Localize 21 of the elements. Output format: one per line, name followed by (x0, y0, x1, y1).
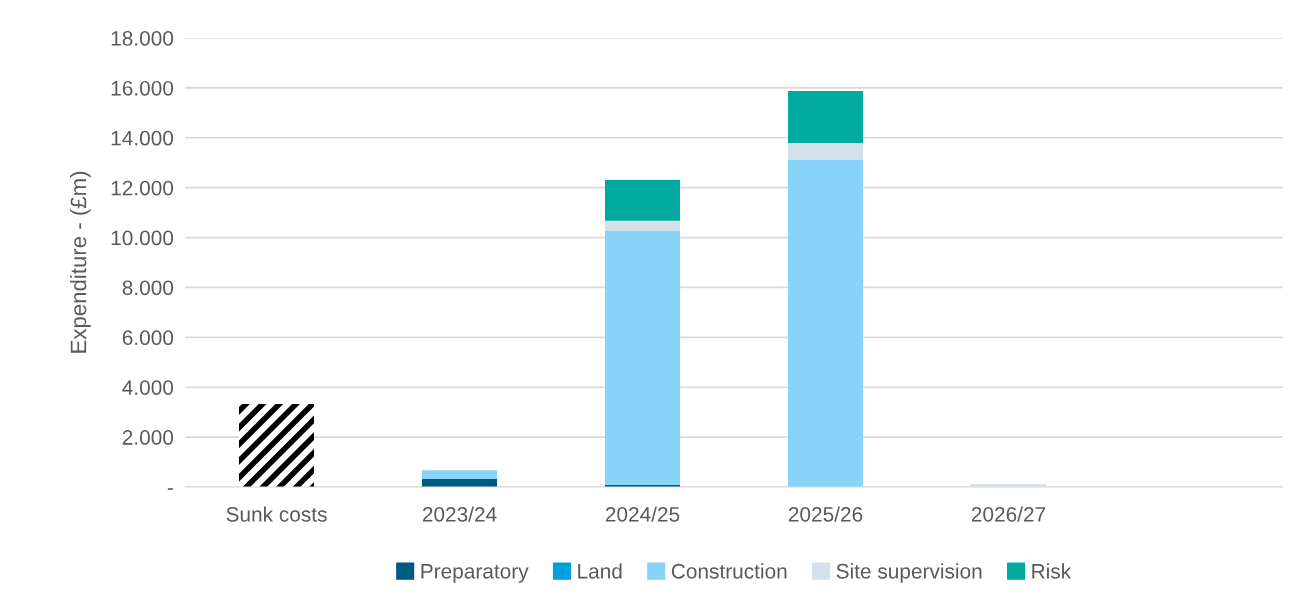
y-axis-title: Expenditure - (£m) (70, 171, 91, 353)
y-tick-label: 14.000 (111, 130, 174, 146)
legend-label: Land (578, 563, 622, 579)
y-tick-label: 4.000 (122, 380, 174, 395)
x-tick-label: Sunk costs (226, 506, 327, 522)
legend-label: Preparatory (421, 564, 529, 583)
y-tick-label: 6.000 (122, 330, 174, 346)
y-tick-label: 18.000 (111, 31, 174, 46)
legend-label: Construction (671, 563, 787, 579)
legend-label: Risk (1032, 563, 1072, 579)
x-tick-label: 2023/24 (422, 506, 497, 522)
y-tick-label: - (167, 488, 173, 490)
y-tick-label: 16.000 (111, 80, 174, 96)
y-tick-label: 12.000 (111, 180, 174, 196)
y-tick-label: 2.000 (122, 430, 174, 445)
x-tick-label: 2026/27 (971, 506, 1046, 522)
y-tick-label: 10.000 (111, 230, 174, 246)
x-tick-label: 2025/26 (788, 506, 863, 522)
y-tick-label: 8.000 (122, 280, 174, 296)
legend-label: Site supervision (836, 563, 982, 583)
x-tick-label: 2024/25 (605, 506, 680, 522)
